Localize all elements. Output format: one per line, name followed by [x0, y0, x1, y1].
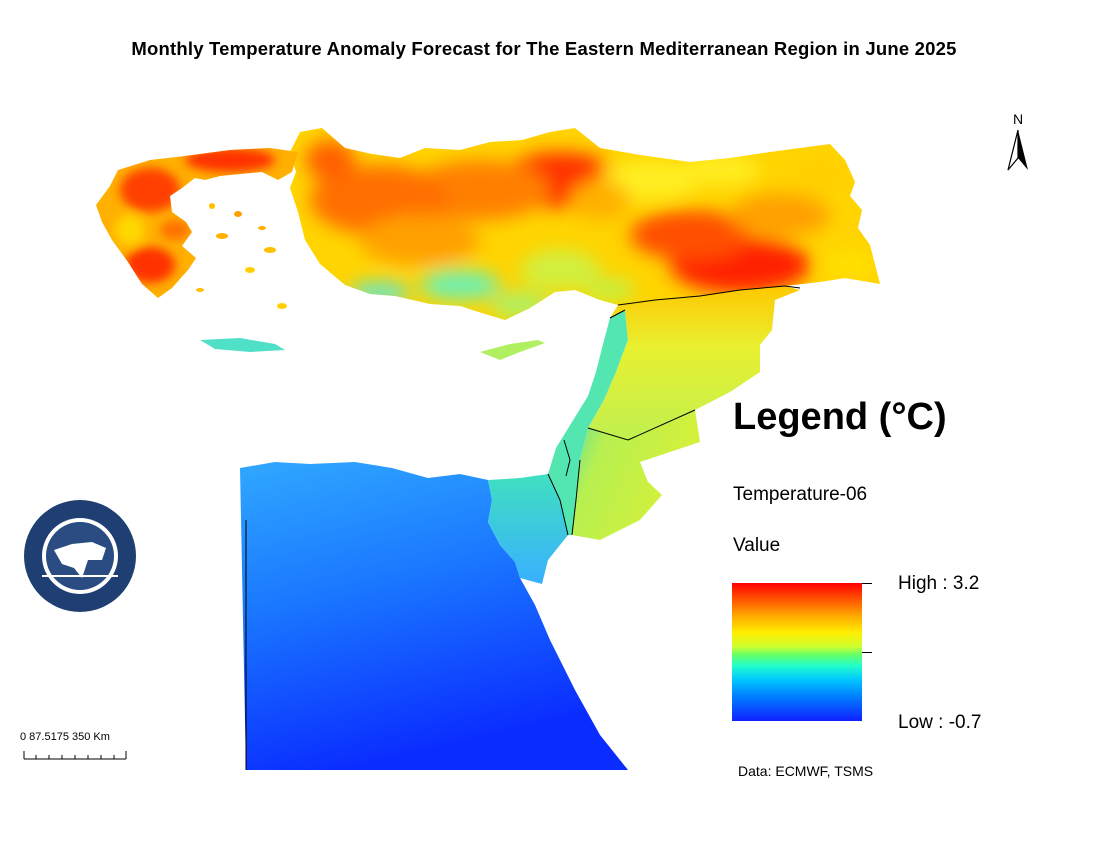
legend-high-label: High : 3.2	[898, 573, 980, 594]
legend-tick-high	[862, 583, 872, 584]
emcc-logo	[24, 500, 136, 612]
map-title: Monthly Temperature Anomaly Forecast for…	[131, 38, 957, 59]
legend-value-label: Value	[733, 535, 781, 556]
legend-title: Legend (°C)	[733, 396, 947, 438]
legend-color-ramp	[732, 583, 862, 721]
region-levant	[548, 310, 628, 535]
region-greece	[96, 148, 298, 298]
region-jordan	[572, 410, 700, 540]
north-label: N	[1013, 111, 1023, 127]
data-credit: Data: ECMWF, TSMS	[738, 763, 874, 779]
region-turkey	[290, 128, 880, 320]
legend-low-label: Low : -0.7	[898, 712, 982, 733]
scale-bar	[23, 751, 127, 760]
islands	[196, 203, 545, 360]
legend-layer-name: Temperature-06	[733, 484, 868, 505]
region-egypt	[240, 462, 628, 770]
region-sinai	[488, 474, 568, 584]
legend-tick-mid	[862, 652, 872, 653]
scale-label: 0 87.5175 350 Km	[20, 731, 110, 743]
north-arrow-icon: N	[1007, 111, 1028, 171]
region-syria	[588, 286, 800, 440]
country-borders	[245, 285, 801, 770]
